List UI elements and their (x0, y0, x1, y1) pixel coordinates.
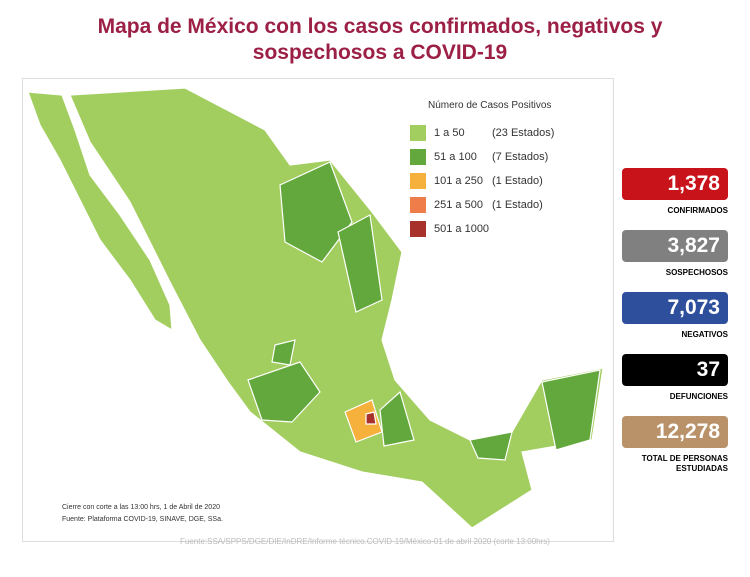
legend-item: 51 a 100 (7 Estados) (410, 145, 554, 169)
stat-label: SOSPECHOSOS (665, 268, 728, 277)
legend-label: 51 a 100 (434, 151, 477, 163)
stat-value: 7,073 (622, 292, 728, 324)
legend-note: (7 Estados) (492, 151, 549, 163)
footnote: Cierre con corte a las 13:00 hrs, 1 de A… (62, 504, 220, 511)
title: Mapa de México con los casos confirmados… (97, 15, 663, 64)
legend-label: 251 a 500 (434, 199, 483, 211)
legend-label: 101 a 250 (434, 175, 483, 187)
stat-value: 3,827 (622, 230, 728, 262)
state (469, 431, 513, 461)
legend-label: 1 a 50 (434, 127, 465, 139)
legend-item: 1 a 50 (23 Estados) (410, 121, 554, 145)
legend: Número de Casos Positivos 1 a 50 (23 Estad… (410, 100, 554, 241)
legend-item: 501 a 1000 (410, 217, 554, 241)
baja-california (27, 91, 173, 332)
legend-swatch (410, 197, 426, 213)
legend-swatch (410, 125, 426, 141)
legend-note: (1 Estado) (492, 199, 543, 211)
state (541, 369, 601, 451)
legend-swatch (410, 149, 426, 165)
mainland (69, 87, 604, 529)
state (279, 161, 353, 263)
stat-label: CONFIRMADOS (667, 206, 728, 215)
source: Fuente:SSA/SPPS/DGE/DIE/InDRE/Informe té… (180, 537, 550, 546)
state (379, 390, 415, 447)
stats: 1,378 CONFIRMADOS 3,827 SOSPECHOSOS 7,073 NEG… (622, 168, 728, 488)
map-frame (22, 78, 614, 542)
state (247, 361, 321, 423)
stat-label: NEGATIVOS (681, 330, 728, 339)
legend-item: 251 a 500 (1 Estado) (410, 193, 554, 217)
footnotes: Cierre con corte a las 13:00 hrs, 1 de A… (62, 502, 223, 526)
footnote: Fuente: Plataforma COVID-19, SINAVE, DGE… (62, 516, 223, 523)
state (365, 411, 377, 425)
state (337, 214, 383, 313)
stat-label: DEFUNCIONES (669, 392, 728, 401)
state (344, 399, 383, 443)
legend-title: Número de Casos Positivos (428, 100, 552, 111)
stat-label: TOTAL DE PERSONAS ESTUDIADAS (641, 454, 728, 473)
stat-value: 37 (622, 354, 728, 386)
legend-swatch (410, 173, 426, 189)
legend-note: (1 Estado) (492, 175, 543, 187)
legend-label: 501 a 1000 (434, 223, 490, 235)
legend-swatch (410, 221, 426, 237)
stat-value: 1,378 (622, 168, 728, 200)
legend-item: 101 a 250 (1 Estado) (410, 169, 554, 193)
stat-value: 12,278 (622, 416, 728, 448)
legend-note: (23 Estados) (492, 127, 555, 139)
state (271, 339, 296, 366)
